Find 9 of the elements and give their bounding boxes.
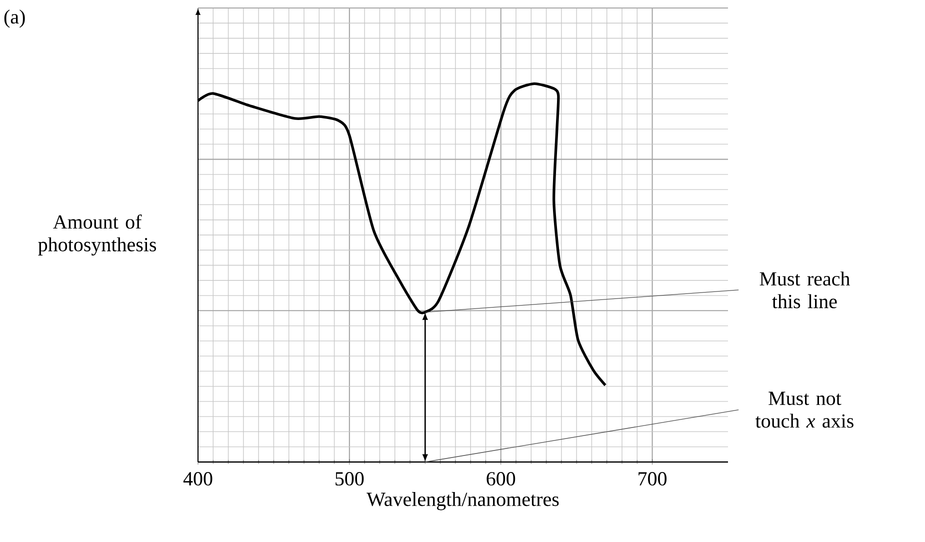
x-tick-label: 600: [486, 472, 516, 486]
x-axis-title: Wavelength/nanometres: [366, 492, 559, 510]
x-tick-label: 400: [183, 472, 212, 486]
x-tick-label: 500: [336, 472, 364, 486]
y-axis-title: Amount of photosynthesis: [38, 214, 156, 256]
annotation: Must reach this line: [760, 272, 850, 308]
text: Must not touch x axis: [755, 392, 854, 428]
x-tick-label: 700: [638, 472, 667, 486]
text: (a): [4, 10, 25, 28]
